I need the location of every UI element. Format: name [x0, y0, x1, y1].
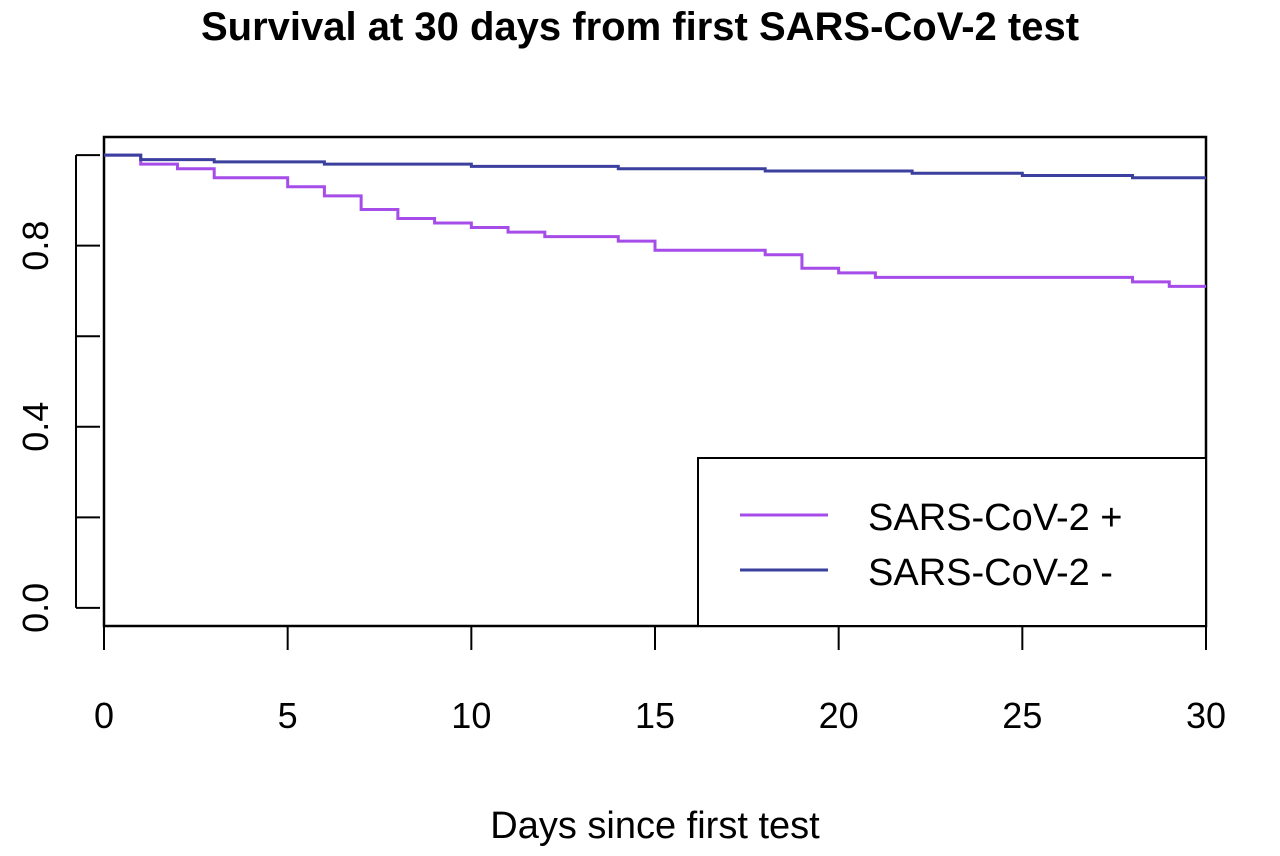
y-tick-label: 0.0: [15, 583, 56, 633]
legend: SARS-CoV-2 + SARS-CoV-2 -: [697, 457, 1207, 627]
series-line-positive: [104, 153, 1206, 288]
x-tick-label: 15: [635, 695, 675, 736]
x-axis-label: Days since first test: [490, 805, 820, 847]
x-tick-label: 10: [451, 695, 491, 736]
legend-label-negative: SARS-CoV-2 -: [868, 552, 1113, 594]
series-line-negative: [104, 153, 1206, 180]
x-axis: 0 5 10 15 20 25 30: [94, 625, 1226, 736]
y-tick-label: 0.4: [15, 402, 56, 452]
series-layer: [104, 153, 1206, 288]
y-tick-label: 0.8: [15, 221, 56, 271]
chart-title: Survival at 30 days from first SARS-CoV-…: [201, 5, 1079, 49]
y-axis: 0.0 0.4 0.8: [15, 154, 100, 633]
x-tick-label: 25: [1002, 695, 1042, 736]
x-tick-label: 0: [94, 695, 114, 736]
legend-box: [697, 457, 1207, 627]
x-tick-label: 30: [1186, 695, 1226, 736]
x-tick-label: 20: [819, 695, 859, 736]
legend-label-positive: SARS-CoV-2 +: [868, 497, 1123, 539]
x-tick-label: 5: [278, 695, 298, 736]
